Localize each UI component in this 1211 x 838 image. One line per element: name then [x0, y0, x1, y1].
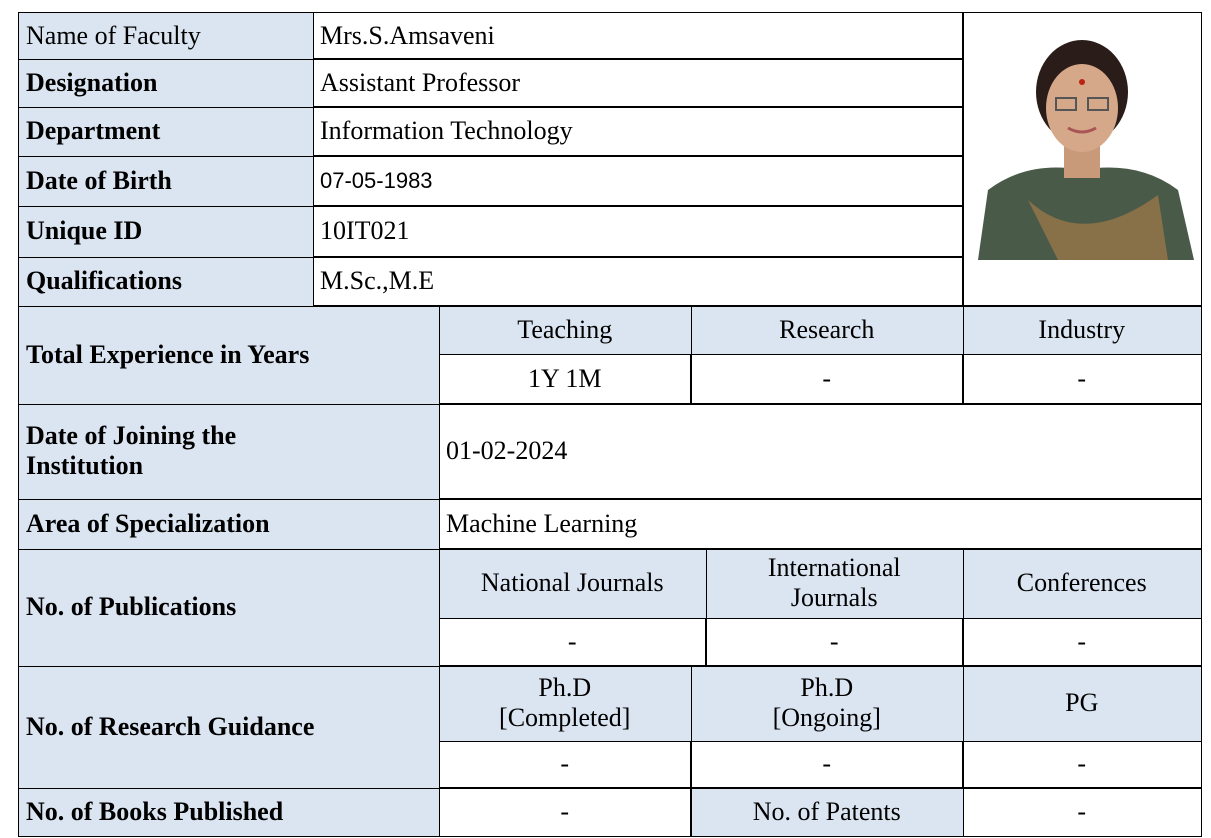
column-header: International Journals: [705, 548, 964, 619]
section-label: Area of Specialization: [18, 498, 440, 550]
column-header: Conferences: [962, 548, 1202, 619]
section-label: No. of Books Published: [18, 787, 440, 837]
column-header: Teaching: [438, 305, 692, 355]
field-value: M.Sc.,M.E: [312, 256, 964, 307]
section-label: Total Experience in Years: [18, 305, 440, 405]
column-value: -: [962, 353, 1202, 405]
column-value: -: [962, 617, 1202, 667]
column-value: 1Y 1M: [438, 353, 692, 405]
column-value: -: [690, 740, 964, 789]
field-value: Information Technology: [312, 106, 964, 157]
column-header: No. of Patents: [690, 787, 964, 837]
column-value: -: [962, 740, 1202, 789]
field-label: Qualifications: [18, 256, 314, 307]
column-header: Industry: [962, 305, 1202, 355]
column-value: -: [705, 617, 964, 667]
field-value: 10IT021: [312, 205, 964, 258]
section-value: Machine Learning: [438, 498, 1202, 550]
section-value: 01-02-2024: [438, 403, 1202, 500]
section-value: -: [438, 787, 692, 837]
section-label: No. of Research Guidance: [18, 665, 440, 789]
column-value: -: [438, 617, 707, 667]
photo-cell: [962, 12, 1202, 307]
section-label: No. of Publications: [18, 548, 440, 667]
field-label: Designation: [18, 58, 314, 108]
field-value: Mrs.S.Amsaveni: [312, 12, 964, 60]
field-label: Name of Faculty: [18, 12, 314, 60]
section-value: -: [962, 787, 1202, 837]
field-value: Assistant Professor: [312, 58, 964, 108]
section-label: Date of Joining the Institution: [18, 403, 440, 500]
faculty-photo: [968, 20, 1196, 260]
column-value: -: [690, 353, 964, 405]
field-label: Department: [18, 106, 314, 157]
column-header: Research: [690, 305, 964, 355]
column-header: Ph.D [Ongoing]: [690, 665, 964, 742]
column-header: Ph.D [Completed]: [438, 665, 692, 742]
field-value: 07-05-1983: [312, 155, 964, 207]
column-header: National Journals: [438, 548, 707, 619]
field-label: Unique ID: [18, 205, 314, 258]
column-value: -: [438, 740, 692, 789]
field-label: Date of Birth: [18, 155, 314, 207]
column-header: PG: [962, 665, 1202, 742]
